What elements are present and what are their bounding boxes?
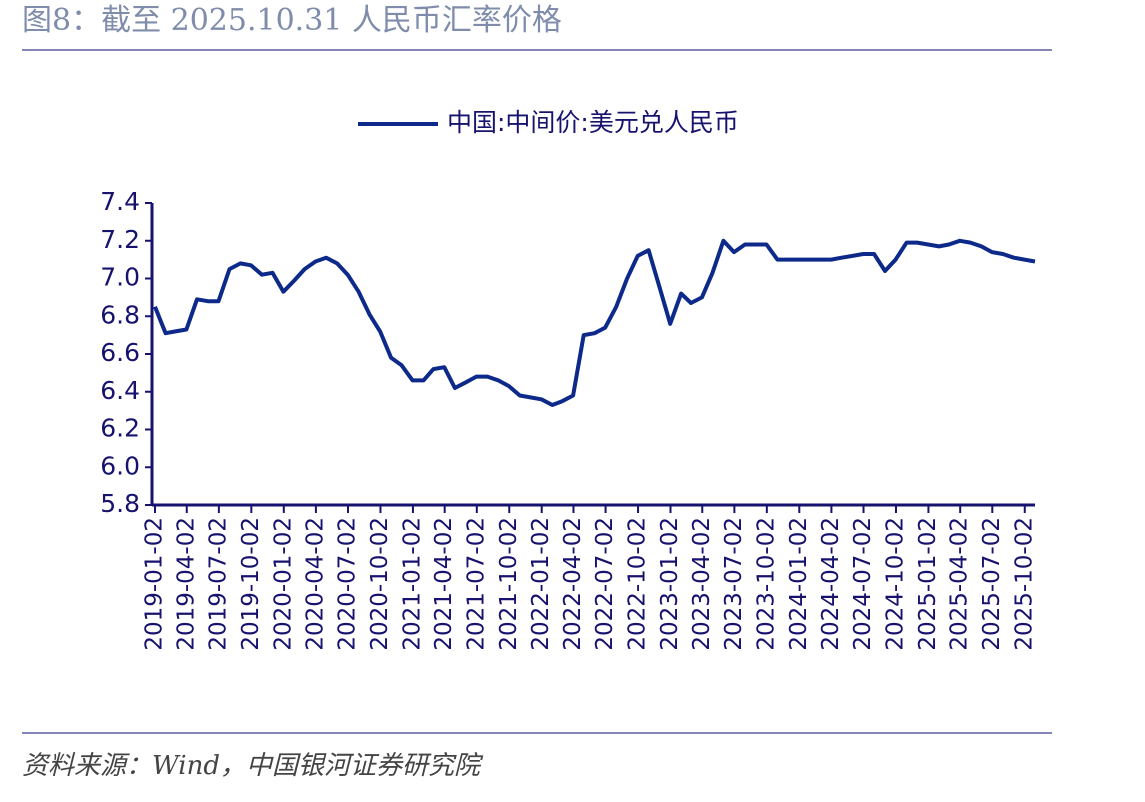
data-line [153,238,1036,407]
x-tick-label: 2024-10-02 [882,517,908,651]
x-tick-label: 2024-04-02 [818,517,844,651]
x-tick-label: 2019-10-02 [238,517,264,651]
x-tick-label: 2021-04-02 [431,517,457,651]
x-tick-label: 2019-07-02 [205,517,231,651]
x-tick-label: 2020-04-02 [302,517,328,651]
x-tick-label: 2022-01-02 [528,517,554,651]
x-tick-label: 2023-10-02 [753,517,779,651]
y-tick-label: 6.8 [100,300,140,329]
x-tick-label: 2023-04-02 [689,517,715,651]
source-note: 资料来源：Wind，中国银河证券研究院 [22,751,484,781]
y-tick-label: 7.0 [100,263,140,292]
x-tick-label: 2022-07-02 [592,517,618,651]
x-tick-label: 2025-10-02 [1011,517,1037,651]
x-tick-label: 2022-04-02 [560,517,586,651]
y-tick-label: 6.6 [100,338,140,367]
y-tick-label: 7.4 [100,187,140,216]
x-tick-label: 2025-04-02 [947,517,973,651]
y-tick-label: 5.8 [100,489,140,518]
x-tick-label: 2021-01-02 [399,517,425,651]
x-tick-label: 2023-01-02 [657,517,683,651]
y-tick-label: 7.2 [100,225,140,254]
y-tick-label: 6.4 [100,376,140,405]
x-tick-label: 2023-07-02 [721,517,747,651]
x-tick-label: 2021-10-02 [496,517,522,651]
x-tick-label: 2025-07-02 [979,517,1005,651]
x-tick-label: 2020-07-02 [335,517,361,651]
x-tick-label: 2020-01-02 [270,517,296,651]
x-tick-label: 2019-01-02 [142,517,168,651]
x-tick-label: 2024-01-02 [786,517,812,651]
chart-title: 图8：截至 2025.10.31 人民币汇率价格 [22,3,562,38]
y-tick-label: 6.0 [100,451,140,480]
y-tick-label: 6.2 [100,414,140,443]
legend-label: 中国:中间价:美元兑人民币 [447,108,739,137]
x-tick-label: 2025-01-02 [915,517,941,651]
x-tick-label: 2020-10-02 [367,517,393,651]
x-tick-label: 2022-10-02 [625,517,651,651]
x-tick-label: 2019-04-02 [173,517,199,651]
x-tick-label: 2024-07-02 [850,517,876,651]
x-tick-label: 2021-07-02 [463,517,489,651]
